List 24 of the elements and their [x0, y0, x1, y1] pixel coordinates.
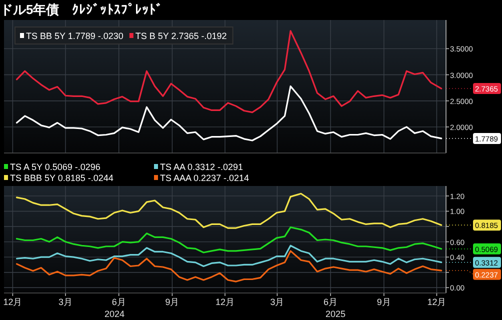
x-tick-label: 9月 — [165, 297, 180, 307]
line-series — [16, 244, 442, 268]
x-tick-label: 12月 — [215, 297, 235, 307]
x-tick-label: 3月 — [270, 297, 284, 307]
x-tick-label: 6月 — [324, 297, 338, 307]
legend-label: TS AAA 0.2237 -.0214 — [160, 173, 250, 183]
text: 2025 — [325, 309, 346, 319]
legend-label: TS BBB 5Y 0.8185 -.0244 — [10, 173, 114, 183]
x-tick-label: 6月 — [112, 297, 126, 307]
legend-label: TS BB 5Y 1.7789 -.0230 — [26, 31, 124, 41]
x-tick-label: 12月 — [3, 297, 22, 307]
x-tick-label: 9月 — [376, 297, 391, 307]
legend-label: TS A 5Y 0.5069 -.0296 — [10, 162, 100, 172]
line-series — [16, 226, 442, 254]
chart-title: ドル5年債 ｸﾚｼﾞｯﾄｽﾌﾟﾚｯﾄﾞ — [0, 2, 164, 17]
x-tick-label: 3月 — [58, 297, 72, 307]
legend-label: TS AA 0.3312 -.0291 — [160, 162, 244, 172]
text: 2024 — [104, 309, 125, 319]
line-series — [16, 192, 442, 229]
line-series — [16, 30, 442, 114]
x-tick-label: 12月 — [427, 297, 446, 307]
line-series — [16, 250, 442, 282]
legend-label: TS B 5Y 2.7365 -.0192 — [135, 31, 227, 41]
line-series — [16, 85, 442, 142]
